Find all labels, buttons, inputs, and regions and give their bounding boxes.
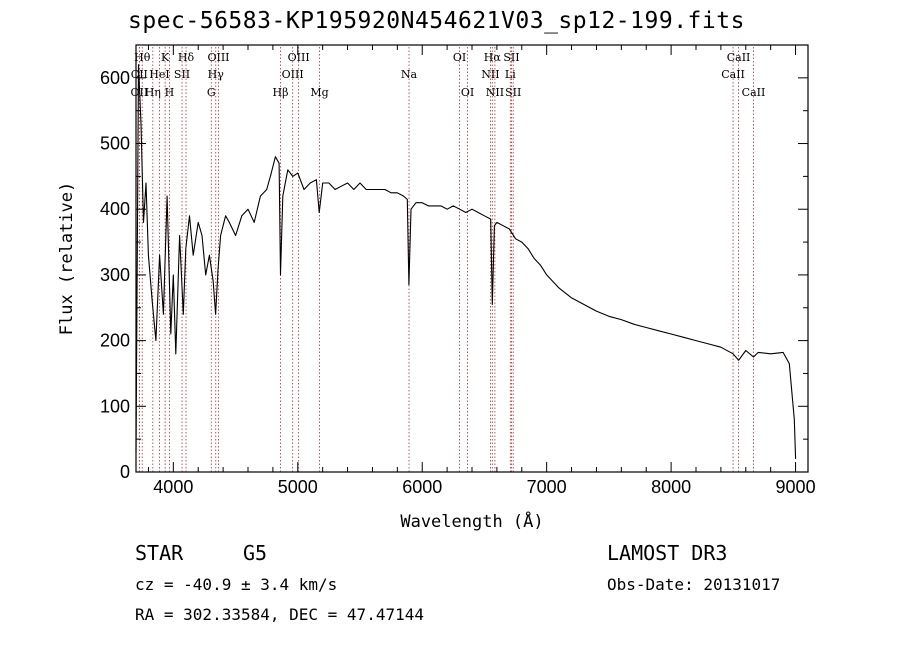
x-tick-label-0: 4000 xyxy=(153,477,193,497)
y-axis-label: Flux (relative) xyxy=(57,182,77,336)
line-label-2: OII xyxy=(131,86,149,99)
object-subclass: G5 xyxy=(243,541,268,565)
y-tick-label-4: 400 xyxy=(100,199,130,219)
spectrum-series xyxy=(135,64,797,459)
y-tick-label-2: 200 xyxy=(100,331,130,351)
line-label-6: H xyxy=(165,86,175,99)
line-label-9: Hγ xyxy=(208,68,225,81)
line-label-15: Mg xyxy=(310,86,328,99)
line-label-22: SII xyxy=(503,51,519,64)
line-label-14: OIII xyxy=(282,68,304,81)
survey-name: LAMOST DR3 xyxy=(607,541,728,565)
redshift-value: cz = -40.9 ± 3.4 km/s xyxy=(135,575,338,594)
line-label-21: NII xyxy=(486,86,504,99)
line-label-3: Hη xyxy=(145,86,161,99)
chart-title: spec-56583-KP195920N454621V03_sp12-199.f… xyxy=(128,8,745,34)
line-label-19: Hα xyxy=(484,51,502,64)
line-label-26: CaII xyxy=(721,68,745,81)
series-flux xyxy=(135,64,797,459)
x-tick-label-2: 6000 xyxy=(402,477,442,497)
line-label-1: CII xyxy=(131,68,148,81)
y-tick-label-6: 600 xyxy=(100,68,130,88)
line-label-13: OIII xyxy=(288,51,310,64)
plot-frame xyxy=(135,44,809,473)
line-label-7: SII xyxy=(174,68,190,81)
coordinates: RA = 302.33584, DEC = 47.47144 xyxy=(135,605,424,624)
line-label-5: K xyxy=(161,51,170,64)
line-label-24: SII xyxy=(505,86,521,99)
x-tick-label-1: 5000 xyxy=(278,477,318,497)
line-label-27: CaII xyxy=(742,86,766,99)
emission-line-markers xyxy=(138,47,754,472)
y-tick-label-5: 500 xyxy=(100,134,130,154)
observation-date: Obs-Date: 20131017 xyxy=(607,575,781,594)
x-tick-label-3: 7000 xyxy=(527,477,567,497)
line-label-17: OI xyxy=(453,51,466,64)
y-tick-label-3: 300 xyxy=(100,265,130,285)
line-label-10: G xyxy=(207,86,216,99)
line-label-25: CaII xyxy=(727,51,751,64)
line-label-0: Hθ xyxy=(134,51,151,64)
y-tick-label-1: 100 xyxy=(100,396,130,416)
line-label-16: Na xyxy=(401,68,418,81)
line-label-4: HeI xyxy=(149,68,169,81)
line-label-18: OI xyxy=(461,86,474,99)
line-label-8: Hδ xyxy=(178,51,195,64)
y-tick-label-0: 0 xyxy=(120,462,130,482)
line-label-20: NII xyxy=(481,68,499,81)
line-label-12: Hβ xyxy=(273,86,289,99)
line-label-23: Li xyxy=(505,68,516,81)
x-tick-label-5: 9000 xyxy=(776,477,816,497)
x-axis-label: Wavelength (Å) xyxy=(400,510,543,532)
axis-ticks: 4000 5000 6000 7000 8000 9000 0 100 200 300 400 500… xyxy=(100,44,816,497)
x-tick-label-4: 8000 xyxy=(651,477,691,497)
line-label-11: OIII xyxy=(207,51,229,64)
object-class: STAR xyxy=(135,541,184,565)
